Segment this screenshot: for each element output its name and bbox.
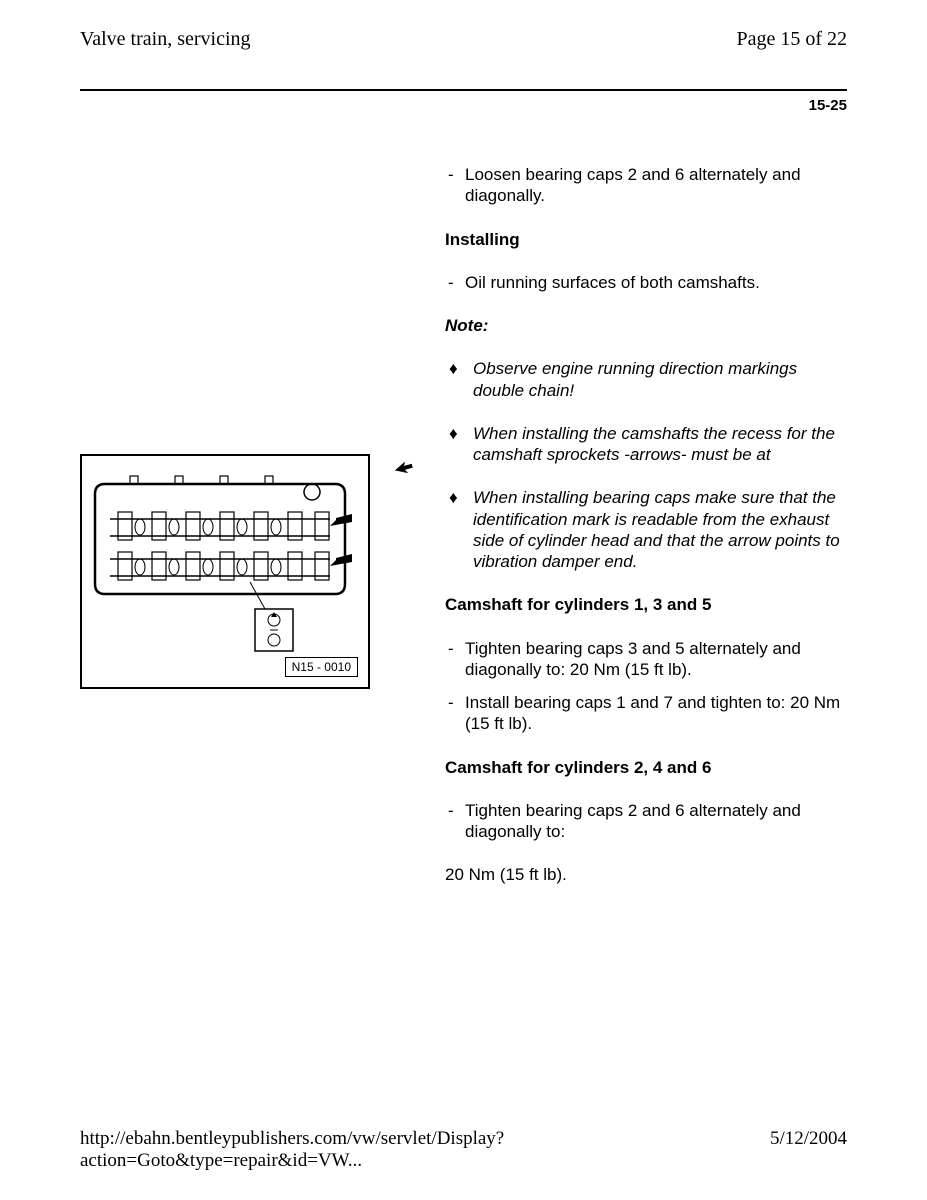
- figure-wrapper: N15 - 0010: [80, 454, 395, 689]
- instruction-item: Oil running surfaces of both camshafts.: [445, 272, 847, 293]
- page-header: Valve train, servicing Page 15 of 22: [80, 28, 847, 51]
- page-container: Valve train, servicing Page 15 of 22 15-…: [0, 0, 927, 1200]
- text-column: Loosen bearing caps 2 and 6 alternately …: [445, 164, 847, 908]
- section-number: 15-25: [80, 97, 847, 114]
- note-heading: Note:: [445, 315, 847, 336]
- figure-label: N15 - 0010: [285, 657, 358, 677]
- instruction-item: Install bearing caps 1 and 7 and tighten…: [445, 692, 847, 735]
- camshaft-246-heading: Camshaft for cylinders 2, 4 and 6: [445, 757, 847, 778]
- instruction-item: Tighten bearing caps 3 and 5 alternately…: [445, 638, 847, 681]
- header-title: Valve train, servicing: [80, 28, 251, 51]
- pointer-arrow-icon: [393, 457, 416, 482]
- footer-url: http://ebahn.bentleypublishers.com/vw/se…: [80, 1128, 770, 1172]
- header-page-info: Page 15 of 22: [736, 28, 847, 51]
- instruction-list-3: Tighten bearing caps 3 and 5 alternately…: [445, 638, 847, 735]
- divider-line: [80, 89, 847, 91]
- instruction-list-2: Oil running surfaces of both camshafts.: [445, 272, 847, 293]
- instruction-list-1: Loosen bearing caps 2 and 6 alternately …: [445, 164, 847, 207]
- note-item: When installing the camshafts the recess…: [445, 423, 847, 466]
- footer-date: 5/12/2004: [770, 1128, 847, 1172]
- content-row: N15 - 0010 Loosen bearing caps 2 and 6 a…: [80, 164, 847, 908]
- page-footer: http://ebahn.bentleypublishers.com/vw/se…: [80, 1128, 847, 1172]
- camshaft-135-heading: Camshaft for cylinders 1, 3 and 5: [445, 594, 847, 615]
- engine-diagram-icon: [90, 464, 360, 679]
- figure-box: N15 - 0010: [80, 454, 370, 689]
- installing-heading: Installing: [445, 229, 847, 250]
- note-item: When installing bearing caps make sure t…: [445, 487, 847, 572]
- note-item: Observe engine running direction marking…: [445, 358, 847, 401]
- figure-column: N15 - 0010: [80, 164, 395, 908]
- torque-value: 20 Nm (15 ft lb).: [445, 864, 847, 885]
- instruction-list-4: Tighten bearing caps 2 and 6 alternately…: [445, 800, 847, 843]
- instruction-item: Tighten bearing caps 2 and 6 alternately…: [445, 800, 847, 843]
- note-list: Observe engine running direction marking…: [445, 358, 847, 572]
- instruction-item: Loosen bearing caps 2 and 6 alternately …: [445, 164, 847, 207]
